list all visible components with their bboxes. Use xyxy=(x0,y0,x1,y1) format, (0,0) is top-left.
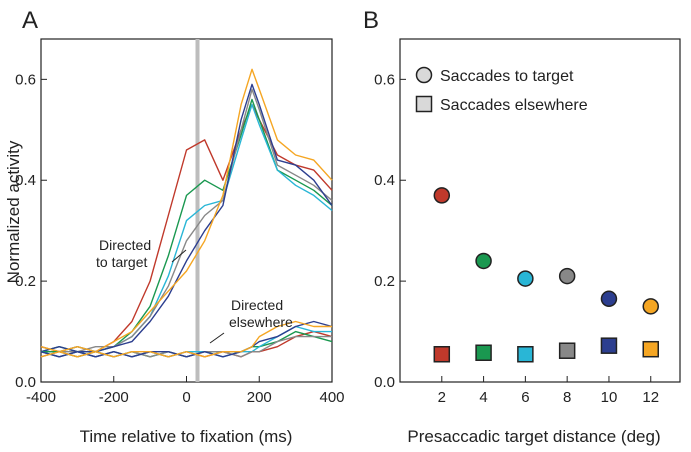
point-elsewhere-2deg xyxy=(433,346,451,363)
panel-b-ytick-label: 0.0 xyxy=(374,374,395,391)
panel-b-letter: B xyxy=(363,7,379,34)
panel-b-xtick-label: 12 xyxy=(642,389,659,406)
annotation-directed-elsewhere-line2: elsewhere xyxy=(229,314,293,330)
panel-b-xtick-label: 4 xyxy=(479,389,487,406)
point-elsewhere-4deg xyxy=(475,344,492,361)
panel-a-chart: -400 -200 0 200 400 0.0 0.2 0.4 0.6 Directed to … xyxy=(4,38,345,446)
panel-a-ylabel: Normalized activity xyxy=(4,140,23,283)
legend-square-marker xyxy=(415,95,433,113)
panel-b-frame xyxy=(399,38,681,383)
panel-a-xlabel: Time relative to fixation (ms) xyxy=(80,427,293,446)
series-line-target-4 xyxy=(40,88,333,353)
panel-b-chart: 2 4 6 8 10 120.00.20.40.6 Saccades to target … xyxy=(374,38,681,446)
annotation-target-pointer xyxy=(171,249,187,263)
panel-a-xtick-label: -200 xyxy=(99,389,129,406)
panel-b-xtick-label: 8 xyxy=(563,389,571,406)
series-line-target-5 xyxy=(40,83,333,353)
legend-saccades-to-target: Saccades to target xyxy=(440,68,574,85)
panel-a-xtick-label: 0 xyxy=(182,389,190,406)
panel-a-xtick-label: 400 xyxy=(319,389,344,406)
legend-circle-marker xyxy=(415,66,433,84)
annotation-elsewhere-pointer xyxy=(209,332,225,344)
series-line-target-6 xyxy=(40,68,333,353)
panel-b-ytick-label: 0.2 xyxy=(374,273,395,290)
point-to-target-8deg xyxy=(558,267,576,285)
panel-a-ytick-label: 0.4 xyxy=(15,172,36,189)
panel-a-xtick-label: -400 xyxy=(26,389,56,406)
panel-a-letter: A xyxy=(22,7,38,34)
panel-a-xtick-label: 200 xyxy=(247,389,272,406)
point-to-target-12deg xyxy=(642,298,659,315)
annotation-directed-elsewhere-line1: Directed xyxy=(231,297,283,313)
point-elsewhere-8deg xyxy=(558,342,576,359)
annotation-directed-to-target-line1: Directed xyxy=(99,237,151,253)
point-to-target-2deg xyxy=(433,187,451,204)
point-to-target-6deg xyxy=(517,270,534,287)
panel-b-xtick-label: 6 xyxy=(521,389,529,406)
point-elsewhere-6deg xyxy=(517,346,534,363)
panel-a-ytick-label: 0.6 xyxy=(15,71,36,88)
panel-b-xtick-label: 10 xyxy=(601,389,618,406)
legend-saccades-elsewhere: Saccades elsewhere xyxy=(440,97,588,114)
fixation-marker xyxy=(195,39,200,382)
panel-b-xlabel: Presaccadic target distance (deg) xyxy=(407,427,660,446)
panel-b-ytick-label: 0.6 xyxy=(374,71,395,88)
point-to-target-4deg xyxy=(475,252,492,270)
panel-b-xtick-label: 2 xyxy=(438,389,446,406)
panel-a-ytick-label: 0.2 xyxy=(15,273,36,290)
series-line-elsewhere-6 xyxy=(40,320,332,358)
point-to-target-10deg xyxy=(600,290,618,308)
point-elsewhere-12deg xyxy=(642,340,659,358)
panel-b-ytick-label: 0.4 xyxy=(374,172,395,189)
panel-a-ytick-label: 0.0 xyxy=(15,374,36,391)
annotation-directed-to-target-line2: to target xyxy=(96,254,147,270)
point-elsewhere-10deg xyxy=(600,337,618,354)
